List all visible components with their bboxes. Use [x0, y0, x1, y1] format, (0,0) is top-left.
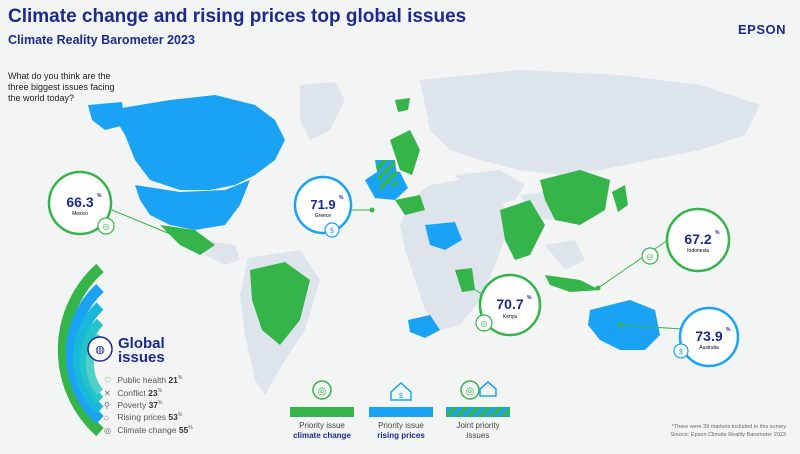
callout-mexico-value: 66.3: [66, 194, 93, 210]
callout-australia-value: 73.9: [695, 328, 722, 344]
legend-joint-priority: Joint priority issues: [456, 421, 500, 440]
callout-indonesia-country: Indonesia: [687, 248, 709, 254]
callout-greece: 71.9 % Greece $: [293, 175, 353, 238]
saudi-arabia: [425, 222, 462, 250]
callout-mexico-country: Mexico: [72, 211, 88, 217]
legend-icons: ◎ $ ◎: [312, 380, 497, 401]
svalbard: [395, 98, 410, 112]
page-subtitle: Climate Reality Barometer 2023: [8, 33, 195, 47]
callout-australia: 73.9 % Australia $: [673, 306, 740, 368]
scandinavia: [390, 130, 420, 175]
legend-rising-prices: Priority issue rising prices: [377, 421, 425, 440]
issue-poverty: ⚲ Poverty 37%: [104, 400, 163, 410]
svg-text:%: %: [339, 195, 344, 201]
legend-swatch-rising-prices: [369, 407, 433, 417]
joint-priority-region: [375, 160, 398, 190]
globe-icon: ◎: [318, 386, 327, 397]
callout-kenya-country: Kenya: [503, 314, 517, 320]
issue-public-health: ♡ Public health 21%: [104, 375, 183, 385]
house-price-icon: ⌂: [104, 413, 109, 422]
poverty-icon: ⚲: [104, 401, 110, 410]
arc-conflict: [79, 318, 104, 404]
page-title: Climate change and rising prices top glo…: [8, 6, 467, 27]
arc-climate-change: [57, 263, 104, 437]
usa: [135, 180, 250, 230]
callout-greece-country: Greece: [315, 213, 332, 219]
legend-climate-change: Priority issue climate change: [293, 421, 351, 440]
issue-rising-prices: ⌂ Rising prices 53%: [104, 412, 183, 422]
globe-icon: ◎: [104, 426, 111, 435]
issue-conflict: ✕ Conflict 23%: [104, 388, 163, 398]
callout-mexico: 66.3 % Mexico ◎: [47, 170, 115, 236]
conflict-icon: ✕: [104, 389, 111, 398]
legend-swatch-joint-priority: [446, 407, 510, 417]
callout-indonesia-value: 67.2: [684, 231, 711, 247]
globe-icon: ◍: [95, 344, 105, 356]
canada: [110, 95, 285, 190]
global-issues-title: Global issues: [118, 335, 165, 366]
globe-icon: ◎: [481, 319, 488, 328]
legend-swatch-climate-change: [290, 407, 354, 417]
svg-text:$: $: [399, 393, 403, 400]
indonesia: [545, 275, 600, 292]
arc-poverty: [72, 302, 104, 414]
mexico: [160, 225, 215, 255]
callout-greece-value: 71.9: [310, 197, 335, 212]
brazil: [250, 262, 310, 345]
china: [540, 170, 610, 225]
south-east-asia-grey: [545, 240, 585, 270]
india: [500, 200, 545, 260]
svg-text:%: %: [97, 193, 102, 199]
callout-australia-country: Australia: [699, 345, 719, 351]
brand-logo: EPSON: [737, 22, 786, 37]
global-issues-chart: ◍: [57, 263, 113, 437]
japan: [612, 185, 628, 212]
callout-indonesia: 67.2 % Indonesia ◎: [641, 207, 731, 273]
svg-text:%: %: [726, 327, 731, 333]
svg-text:%: %: [527, 295, 532, 301]
middle-east-grey: [455, 170, 525, 205]
russia: [420, 70, 760, 175]
footnote: *There were 39 markets included in this …: [670, 424, 786, 438]
heart-icon: ♡: [104, 376, 112, 385]
greenland: [300, 82, 345, 140]
globe-icon: ◎: [647, 252, 654, 261]
globe-icon: ◎: [466, 386, 475, 397]
house-price-icon: [390, 381, 412, 401]
climate-change-countries: [160, 98, 628, 345]
callout-kenya-value: 70.7: [496, 296, 523, 312]
survey-question: What do you think are the three biggest …: [8, 71, 115, 103]
house-price-icon: [479, 381, 497, 397]
arc-rising-prices: [65, 283, 104, 425]
house-price-icon: $: [330, 228, 334, 235]
svg-text:%: %: [715, 230, 720, 236]
greece-turkey-region: [395, 195, 425, 215]
house-price-icon: $: [679, 349, 683, 356]
alaska: [88, 102, 125, 130]
globe-icon: ◎: [103, 222, 110, 231]
callout-kenya: 70.7 % Kenya ◎: [475, 273, 542, 337]
issue-climate-change: ◎ Climate change 55%: [104, 425, 193, 435]
kenya: [455, 268, 475, 292]
south-africa: [408, 315, 440, 338]
